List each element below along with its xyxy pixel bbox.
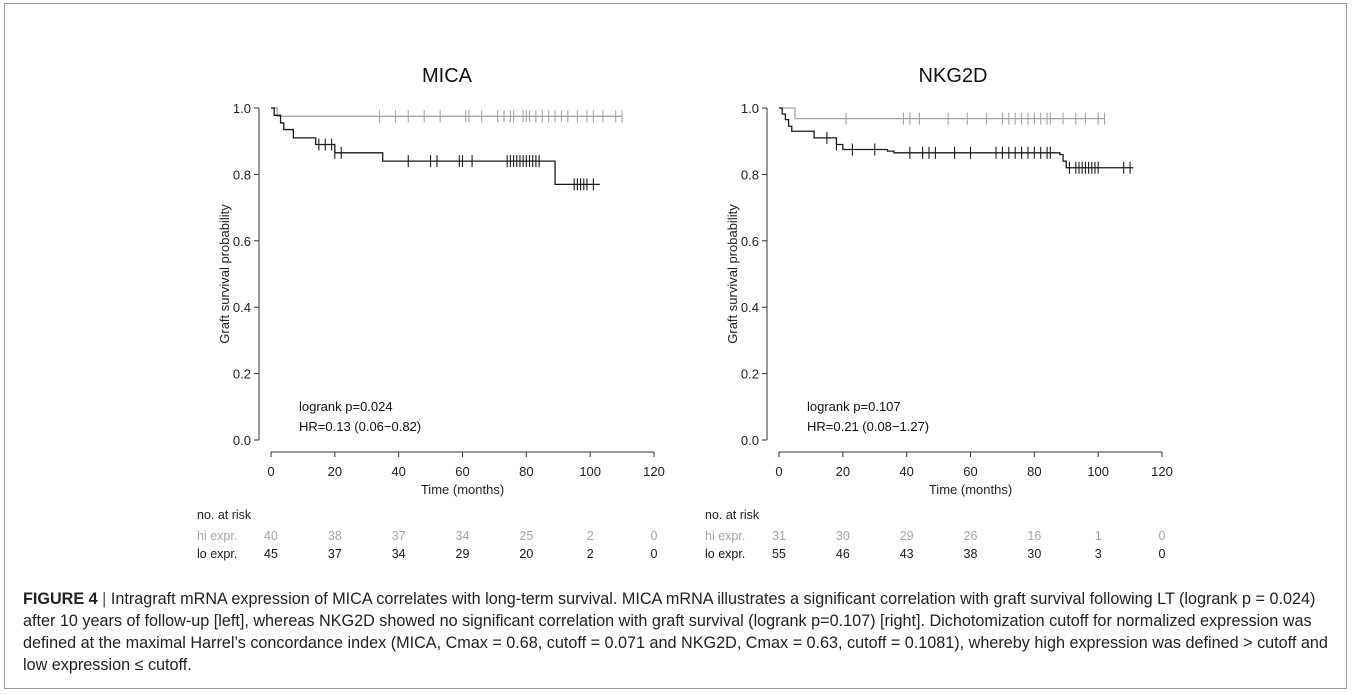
risk-count: 0 xyxy=(1159,547,1166,561)
caption-separator: | xyxy=(102,590,106,608)
x-tick-label: 100 xyxy=(579,464,601,479)
figure-charts: MICA 0.0 0.2 0.4 0.6 0.8 1.0 Graft survival pro… xyxy=(0,0,1355,580)
km-panel-1: MICA 0.0 0.2 0.4 0.6 0.8 1.0 Graft survival pro… xyxy=(197,65,665,561)
y-tick-label: 0.2 xyxy=(741,367,759,382)
risk-count: 46 xyxy=(836,547,850,561)
risk-table-header: no. at risk xyxy=(197,508,252,522)
figure-caption: FIGURE 4 | Intragraft mRNA expression of… xyxy=(23,588,1335,676)
y-tick-label: 0.0 xyxy=(741,433,759,448)
x-tick-label: 20 xyxy=(328,464,342,479)
x-tick-label: 120 xyxy=(643,464,665,479)
km-curve-lo-expr xyxy=(779,108,1133,168)
y-tick-label: 0.8 xyxy=(233,167,251,182)
y-tick-label: 0.4 xyxy=(233,300,251,315)
risk-count: 0 xyxy=(651,529,658,543)
x-tick-label: 0 xyxy=(775,464,782,479)
risk-table-header: no. at risk xyxy=(705,508,760,522)
x-tick-label: 80 xyxy=(1027,464,1041,479)
y-tick-label: 1.0 xyxy=(741,101,759,116)
risk-row-label: lo expr. xyxy=(197,547,237,561)
stat-annotation: HR=0.21 (0.08−1.27) xyxy=(807,419,929,434)
km-curve-hi-expr xyxy=(271,108,622,116)
risk-count: 20 xyxy=(519,547,533,561)
risk-count: 29 xyxy=(456,547,470,561)
y-tick-label: 0.2 xyxy=(233,367,251,382)
risk-count: 30 xyxy=(1027,547,1041,561)
risk-row-label: hi expr. xyxy=(197,529,237,543)
x-tick-label: 120 xyxy=(1151,464,1173,479)
x-tick-label: 0 xyxy=(267,464,274,479)
risk-count: 38 xyxy=(964,547,978,561)
risk-count: 30 xyxy=(836,529,850,543)
x-axis-label: Time (months) xyxy=(929,482,1012,497)
risk-count: 2 xyxy=(587,529,594,543)
y-tick-label: 0.6 xyxy=(741,234,759,249)
y-tick-label: 0.8 xyxy=(741,167,759,182)
risk-count: 43 xyxy=(900,547,914,561)
x-tick-label: 60 xyxy=(963,464,977,479)
risk-count: 31 xyxy=(772,529,786,543)
risk-count: 0 xyxy=(651,547,658,561)
risk-count: 29 xyxy=(900,529,914,543)
x-tick-label: 60 xyxy=(455,464,469,479)
stat-annotation: HR=0.13 (0.06−0.82) xyxy=(299,419,421,434)
y-axis-label: Graft survival probability xyxy=(217,204,232,344)
chart-title: NKG2D xyxy=(919,65,988,87)
km-curve-lo-expr xyxy=(271,108,600,184)
km-panel-2: NKG2D 0.0 0.2 0.4 0.6 0.8 1.0 Graft survival pr… xyxy=(705,65,1173,561)
x-tick-label: 20 xyxy=(836,464,850,479)
x-tick-label: 80 xyxy=(519,464,533,479)
chart-title: MICA xyxy=(422,65,473,87)
km-curve-hi-expr xyxy=(779,108,1105,119)
risk-count: 34 xyxy=(456,529,470,543)
stat-annotation: logrank p=0.024 xyxy=(299,399,393,414)
risk-count: 37 xyxy=(392,529,406,543)
caption-label: FIGURE 4 xyxy=(23,590,98,608)
x-tick-label: 40 xyxy=(391,464,405,479)
risk-count: 34 xyxy=(392,547,406,561)
risk-row-label: lo expr. xyxy=(705,547,745,561)
caption-text: Intragraft mRNA expression of MICA corre… xyxy=(23,590,1328,674)
x-axis-label: Time (months) xyxy=(421,482,504,497)
risk-count: 3 xyxy=(1095,547,1102,561)
risk-count: 26 xyxy=(964,529,978,543)
y-axis-label: Graft survival probability xyxy=(725,204,740,344)
y-tick-label: 0.0 xyxy=(233,433,251,448)
risk-count: 0 xyxy=(1159,529,1166,543)
risk-count: 1 xyxy=(1095,529,1102,543)
risk-count: 55 xyxy=(772,547,786,561)
risk-count: 45 xyxy=(264,547,278,561)
y-tick-label: 0.4 xyxy=(741,300,759,315)
x-tick-label: 100 xyxy=(1087,464,1109,479)
risk-count: 38 xyxy=(328,529,342,543)
y-tick-label: 1.0 xyxy=(233,101,251,116)
x-tick-label: 40 xyxy=(899,464,913,479)
risk-count: 25 xyxy=(519,529,533,543)
stat-annotation: logrank p=0.107 xyxy=(807,399,901,414)
risk-count: 16 xyxy=(1027,529,1041,543)
risk-count: 37 xyxy=(328,547,342,561)
risk-row-label: hi expr. xyxy=(705,529,745,543)
risk-count: 2 xyxy=(587,547,594,561)
risk-count: 40 xyxy=(264,529,278,543)
y-tick-label: 0.6 xyxy=(233,234,251,249)
